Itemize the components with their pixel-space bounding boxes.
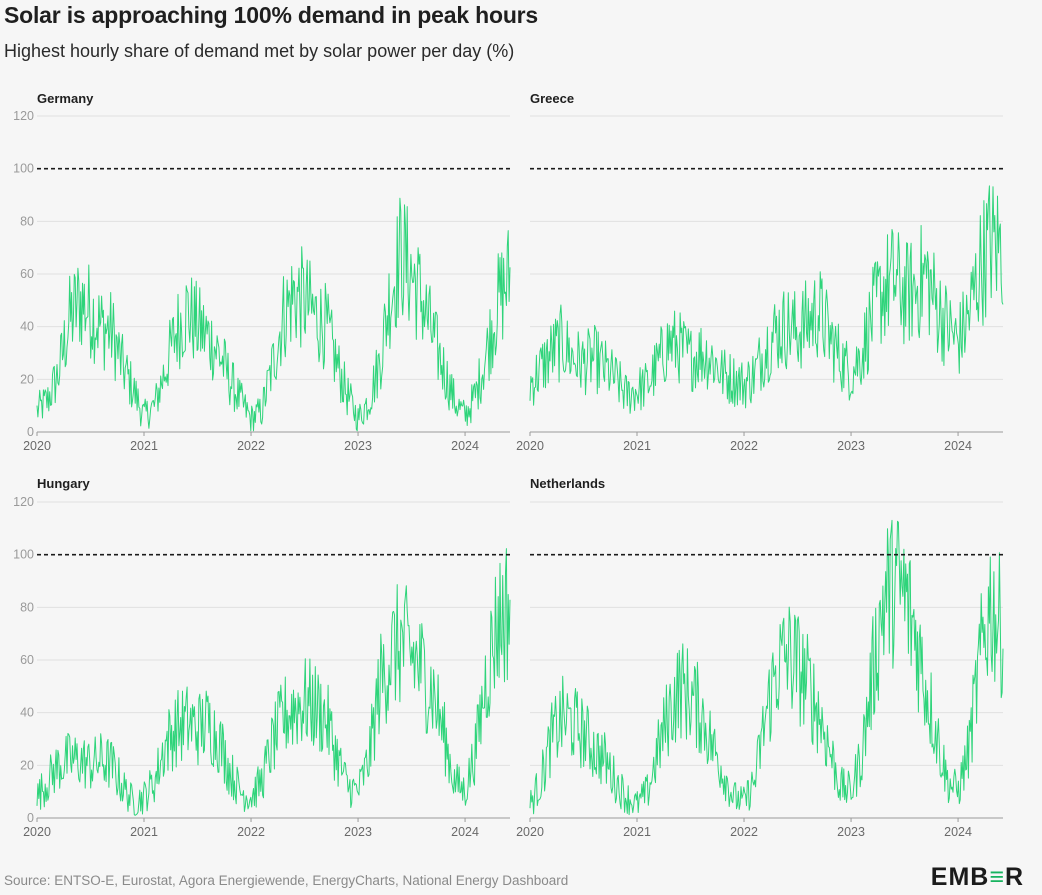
panel-title: Netherlands [530,476,605,491]
x-tick-label: 2021 [130,825,158,839]
y-tick-label: 60 [20,653,34,667]
y-tick-label: 100 [13,162,34,176]
x-tick-label: 2024 [944,439,972,453]
panel-title: Greece [530,91,574,106]
x-tick-label: 2021 [623,825,651,839]
x-tick-label: 2024 [451,439,479,453]
x-tick-label: 2023 [344,825,372,839]
small-multiples-area: Germany 0 20 40 60 80 100 120 2020 2021 2022 2023 20… [0,78,1042,854]
y-tick-label: 100 [13,548,34,562]
source-note: Source: ENTSO-E, Eurostat, Agora Energie… [4,873,569,888]
x-tick-label: 2022 [237,825,265,839]
x-tick-label: 2024 [451,825,479,839]
series-line [36,197,511,432]
y-tick-label: 40 [20,320,34,334]
y-tick-label: 0 [27,811,34,825]
x-tick-label: 2023 [837,825,865,839]
x-tick-label: 2021 [623,439,651,453]
x-tick-label: 2020 [23,439,51,453]
small-multiples-svg: Germany 0 20 40 60 80 100 120 2020 2021 2022 2023 20… [13,91,1004,839]
y-tick-label: 120 [13,109,34,123]
x-tick-label: 2022 [730,825,758,839]
y-tick-label: 80 [20,600,34,614]
panel-title: Hungary [37,476,91,491]
x-tick-label: 2022 [730,439,758,453]
y-tick-label: 80 [20,214,34,228]
x-tick-label: 2023 [837,439,865,453]
x-tick-label: 2022 [237,439,265,453]
y-tick-label: 120 [13,495,34,509]
y-tick-label: 20 [20,372,34,386]
panel-hungary: Hungary 0 20 40 60 80 100 120 2020 2021 2022 2023 20… [13,476,511,839]
x-tick-label: 2020 [23,825,51,839]
y-tick-label: 0 [27,425,34,439]
panel-netherlands: Netherlands 2020 2021 2022 2023 2024 [516,476,1004,839]
x-tick-label: 2020 [516,439,544,453]
series-line [529,519,1004,816]
ember-logo: EMB≡R [930,863,1024,891]
y-tick-label: 20 [20,758,34,772]
series-line [529,185,1004,414]
x-tick-label: 2021 [130,439,158,453]
y-tick-label: 60 [20,267,34,281]
panel-title: Germany [37,91,94,106]
x-tick-label: 2024 [944,825,972,839]
series-line [36,548,511,816]
chart-subtitle: Highest hourly share of demand met by so… [4,41,515,61]
chart-title: Solar is approaching 100% demand in peak… [4,2,539,28]
y-tick-label: 40 [20,706,34,720]
panel-germany: Germany 0 20 40 60 80 100 120 2020 2021 2022 2023 20… [13,91,511,453]
panel-greece: Greece 2020 2021 2022 2023 2024 [516,91,1004,453]
x-tick-label: 2023 [344,439,372,453]
x-tick-label: 2020 [516,825,544,839]
